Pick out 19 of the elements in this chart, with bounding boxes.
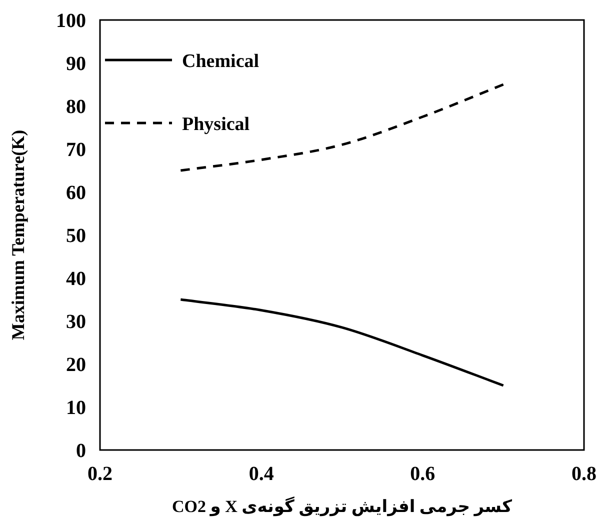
legend-label: Physical xyxy=(182,114,250,135)
x-tick-label: 0.8 xyxy=(572,463,596,485)
x-tick-label: 0.6 xyxy=(410,463,436,485)
legend-label: Chemical xyxy=(182,51,260,72)
y-tick-label: 20 xyxy=(66,354,86,376)
x-tick-label: 0.4 xyxy=(248,463,274,485)
x-axis-title: کسر جرمی افزایش تزریق گونه‌ی X و CO2 xyxy=(172,496,512,517)
x-tick-label: 0.2 xyxy=(88,463,112,485)
y-tick-label: 10 xyxy=(66,397,86,419)
y-tick-label: 100 xyxy=(56,10,86,32)
y-tick-label: 80 xyxy=(66,96,86,118)
y-tick-label: 50 xyxy=(66,225,86,247)
y-axis-title: Maximum Temperature(K) xyxy=(8,130,28,340)
y-tick-label: 40 xyxy=(66,268,86,290)
y-tick-label: 90 xyxy=(66,53,86,75)
y-tick-label: 0 xyxy=(76,440,86,462)
y-tick-label: 30 xyxy=(66,311,86,333)
y-tick-label: 60 xyxy=(66,182,86,204)
y-tick-label: 70 xyxy=(66,139,86,161)
